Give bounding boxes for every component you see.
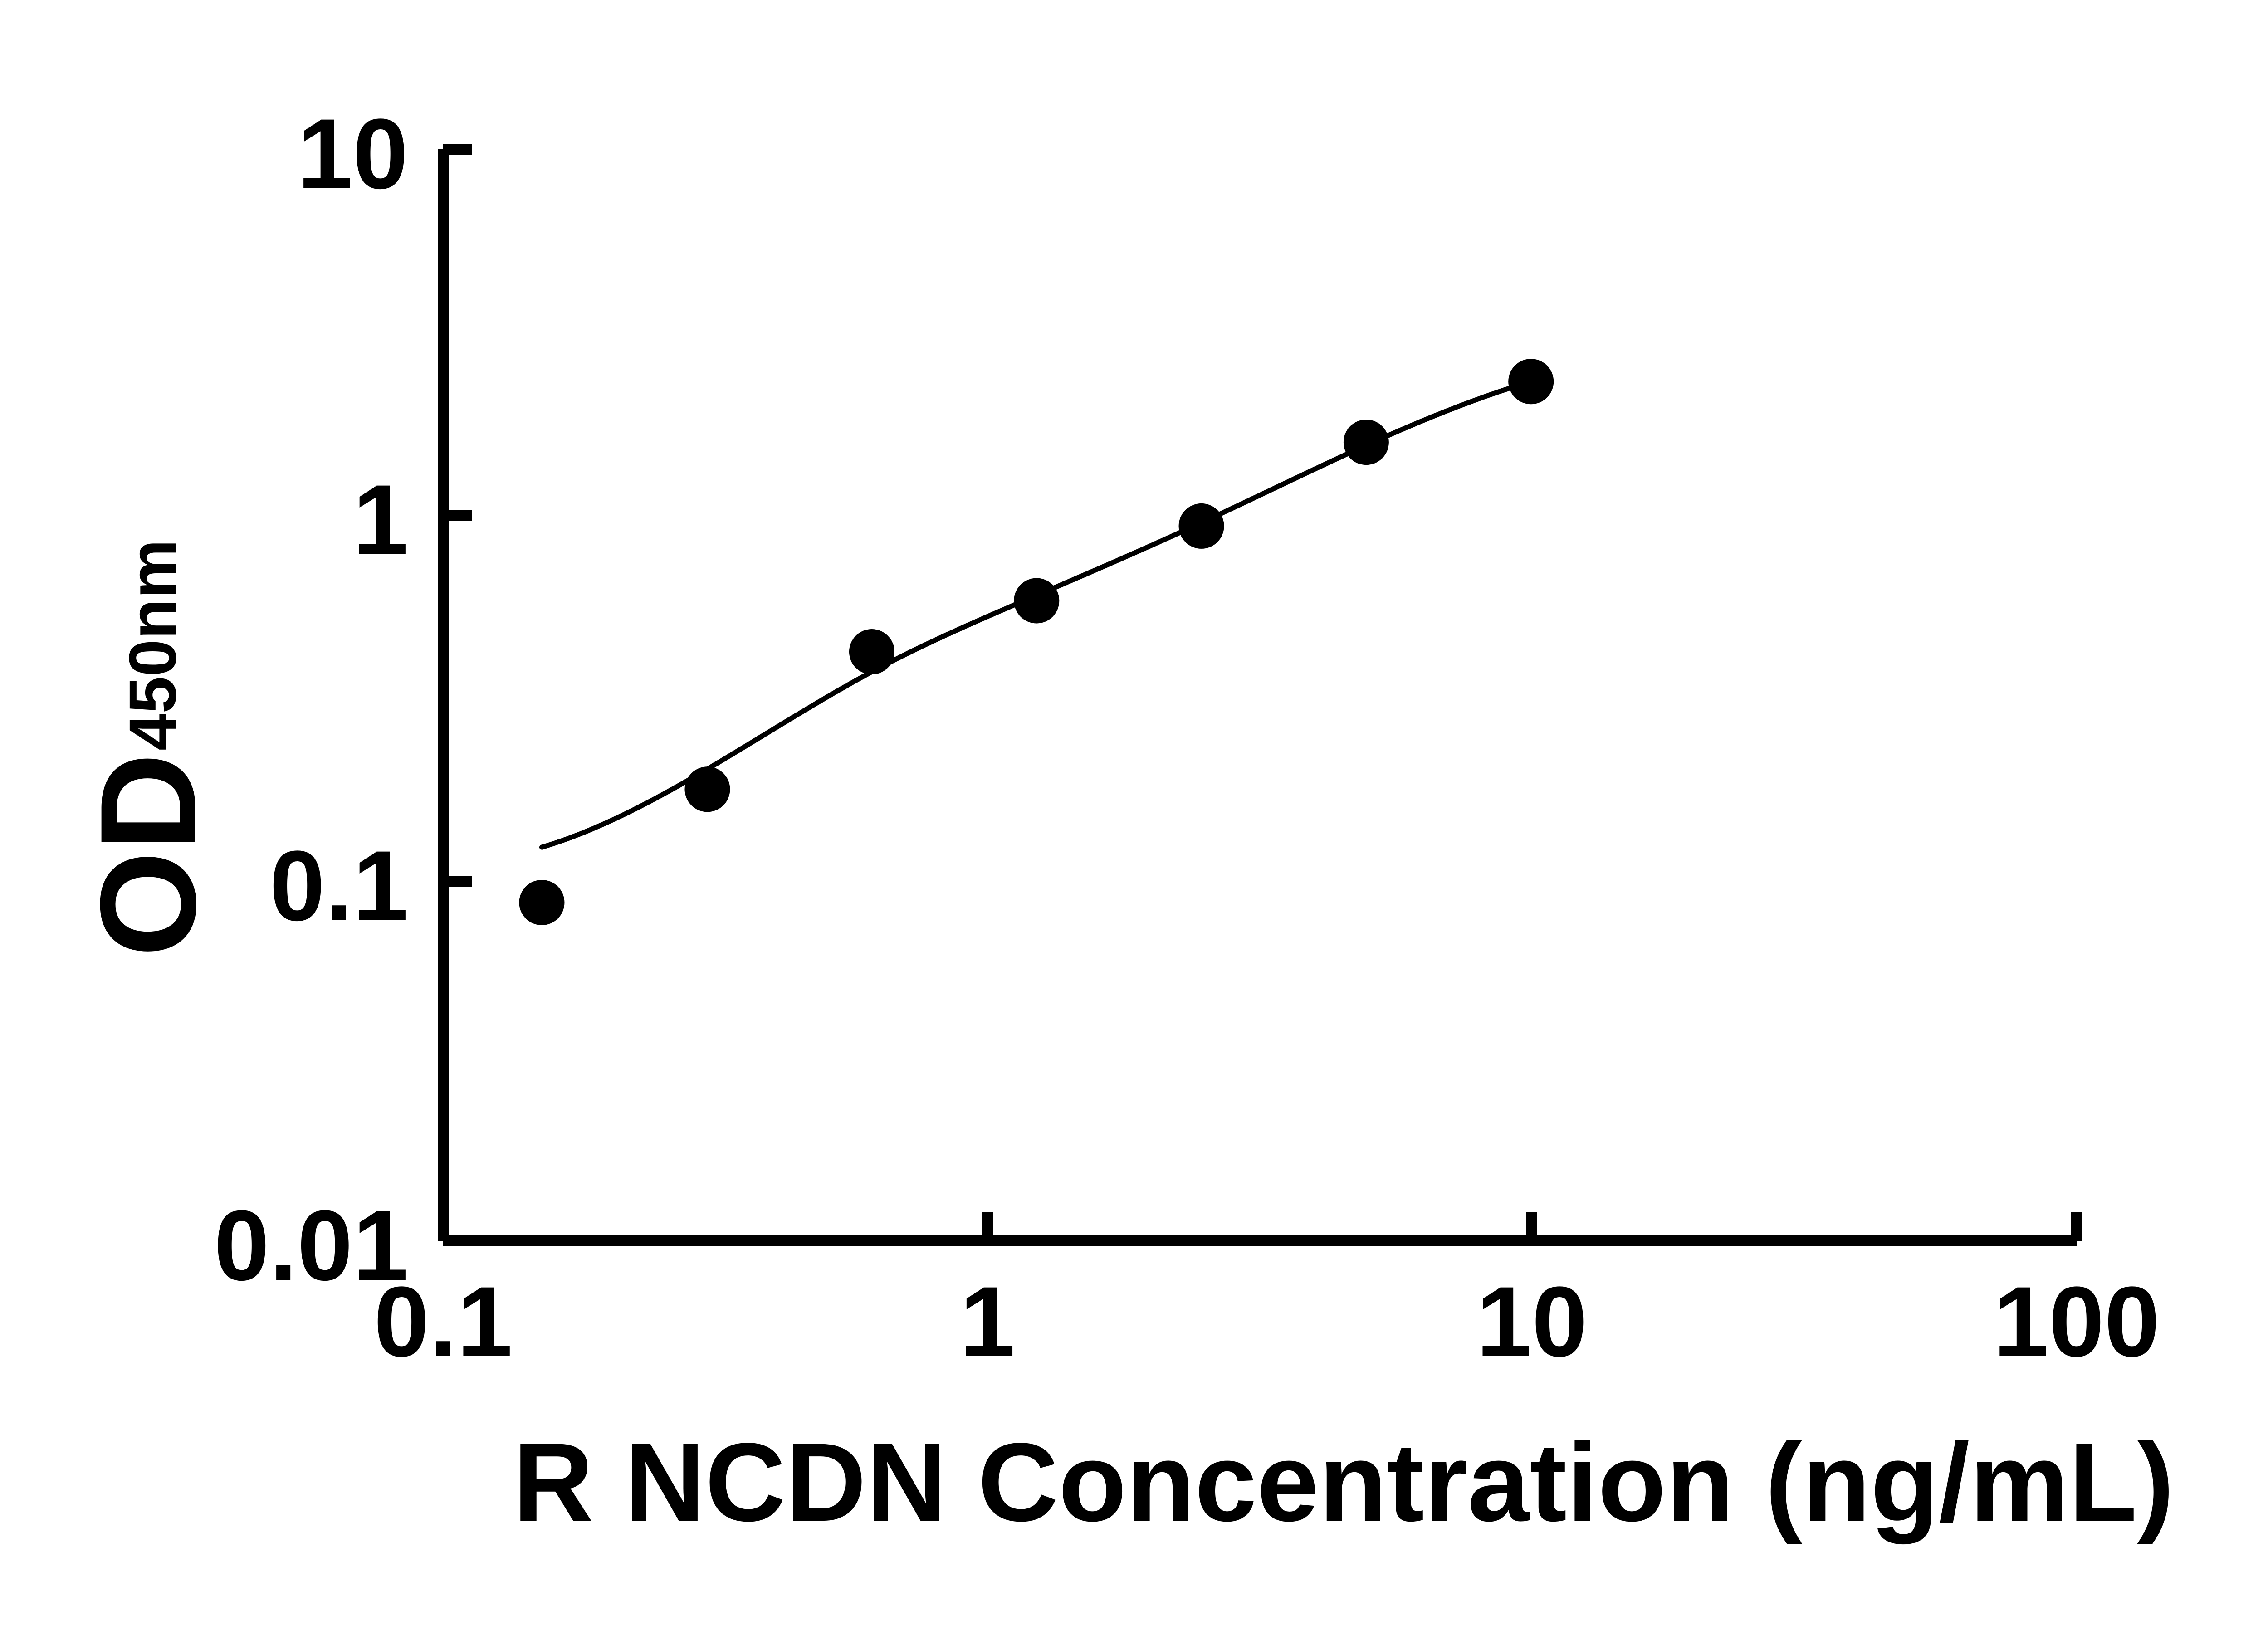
svg-text:0.1: 0.1 — [374, 1266, 513, 1377]
svg-text:10: 10 — [297, 98, 408, 210]
svg-text:R NCDN Concentration (ng/mL): R NCDN Concentration (ng/mL) — [513, 1420, 2174, 1545]
svg-text:1: 1 — [960, 1266, 1015, 1377]
svg-text:100: 100 — [1993, 1266, 2160, 1377]
svg-text:1: 1 — [353, 464, 408, 576]
svg-text:0.1: 0.1 — [269, 830, 408, 942]
svg-text:10: 10 — [1476, 1266, 1588, 1377]
svg-text:OD: OD — [72, 753, 224, 957]
svg-text:450nm: 450nm — [116, 539, 190, 751]
